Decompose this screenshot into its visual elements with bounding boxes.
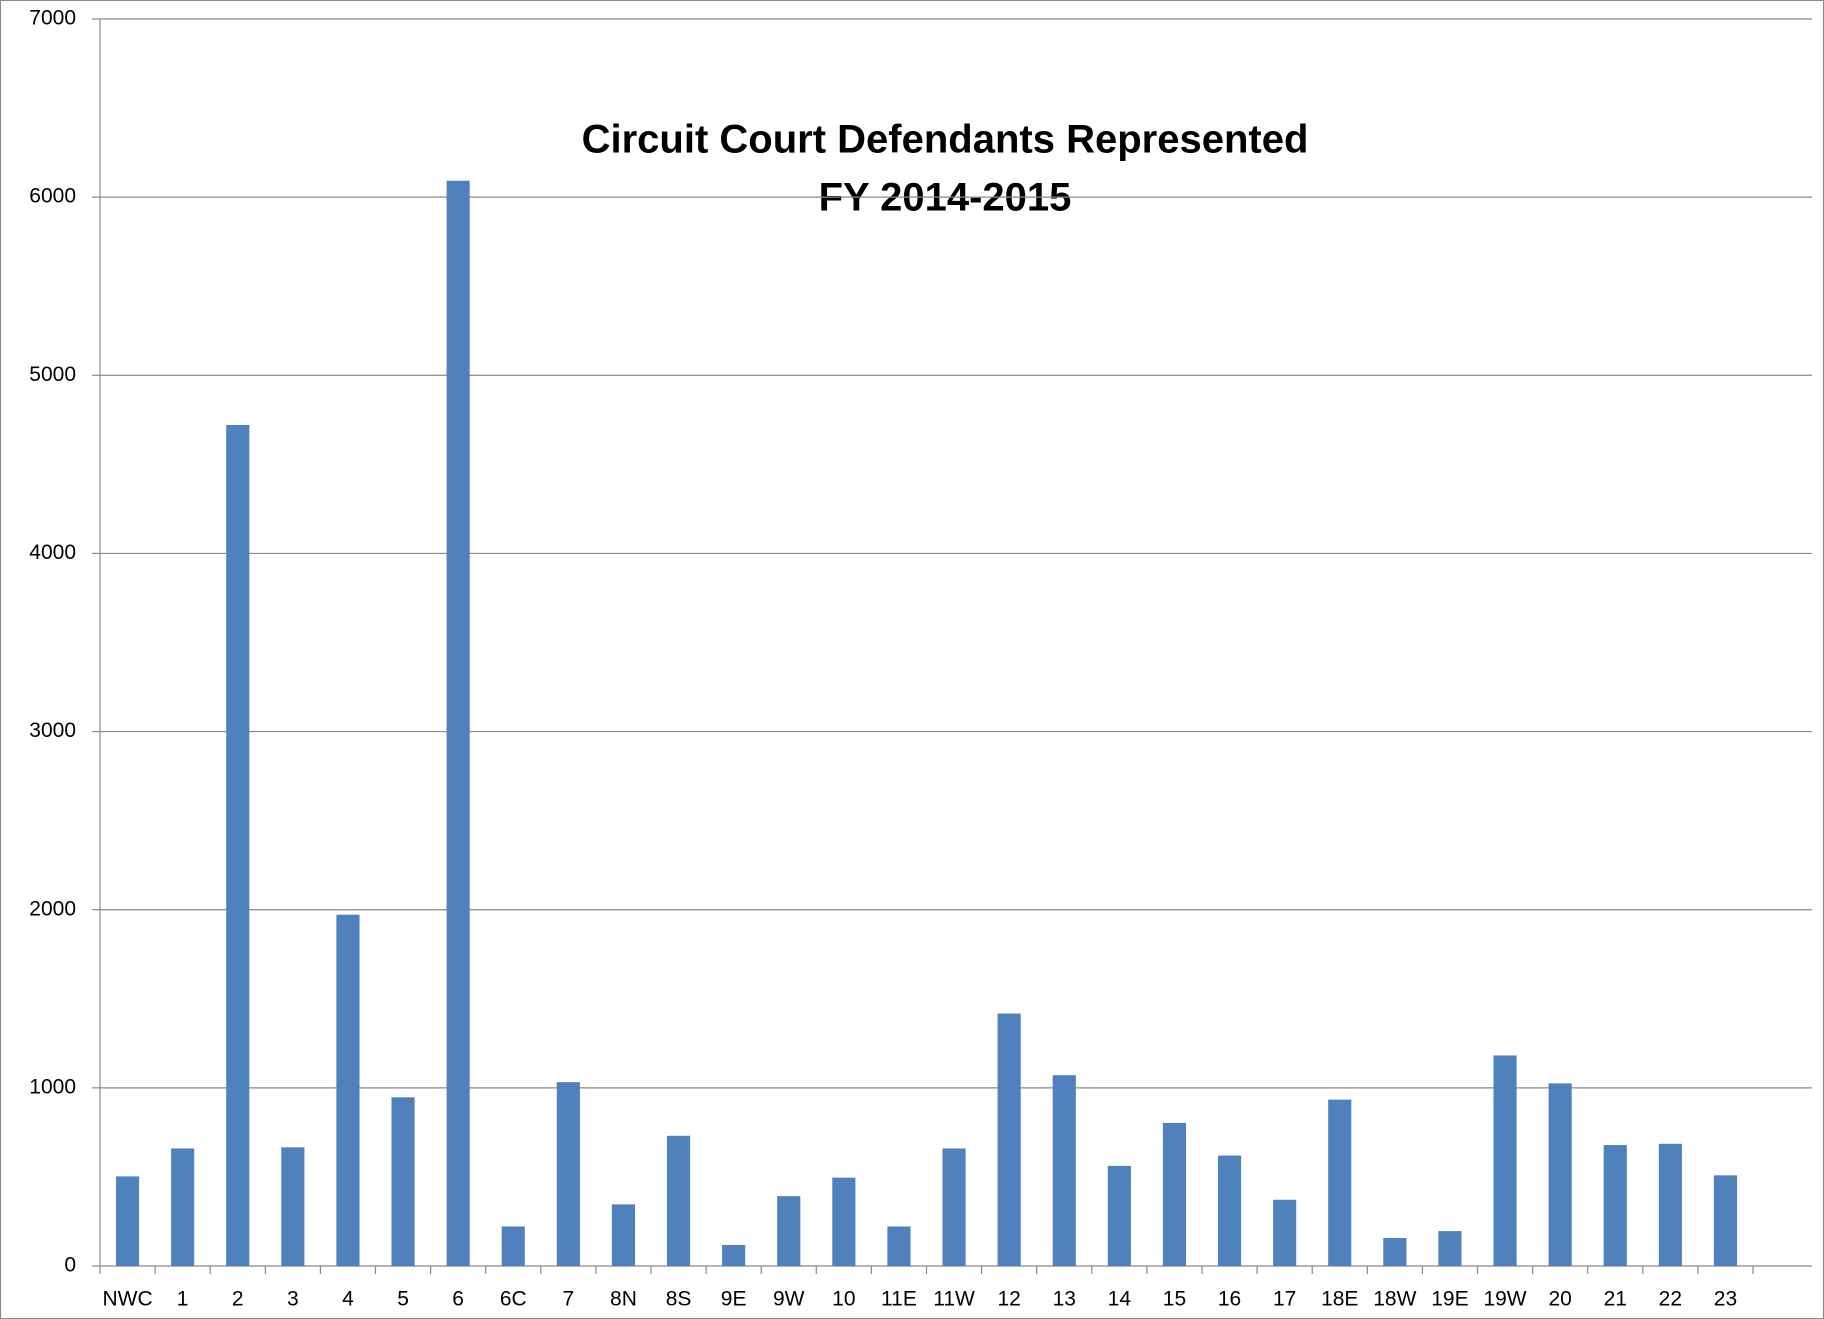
x-tick-label: 17 xyxy=(1273,1288,1296,1311)
bar xyxy=(1383,1238,1407,1266)
bar xyxy=(1548,1083,1572,1266)
x-tick-label: 14 xyxy=(1108,1288,1132,1311)
x-tick-label: 2 xyxy=(232,1288,244,1311)
x-tick-label: 12 xyxy=(997,1288,1020,1311)
x-tick-label: 5 xyxy=(397,1288,409,1311)
x-tick-label: 11W xyxy=(933,1288,975,1311)
y-tick-label: 1000 xyxy=(29,1075,76,1098)
x-tick-label: 18E xyxy=(1321,1288,1358,1311)
x-tick-label: NWC xyxy=(102,1288,152,1311)
bar xyxy=(1107,1165,1131,1266)
bar xyxy=(777,1196,801,1266)
y-tick-label: 3000 xyxy=(29,719,76,742)
x-tick-label: 15 xyxy=(1163,1288,1186,1311)
bar xyxy=(281,1147,305,1266)
bar xyxy=(666,1135,691,1266)
bar xyxy=(887,1226,911,1266)
bar xyxy=(336,914,360,1266)
y-tick-label: 6000 xyxy=(29,185,76,208)
x-tick-label: 9E xyxy=(721,1288,747,1311)
x-tick-label: 20 xyxy=(1548,1288,1571,1311)
bar xyxy=(1273,1199,1297,1266)
bar xyxy=(1162,1122,1187,1266)
bar xyxy=(446,180,470,1267)
bar xyxy=(226,424,250,1267)
bar xyxy=(1217,1155,1242,1266)
bar xyxy=(832,1177,856,1266)
x-tick-label: 23 xyxy=(1714,1288,1737,1311)
bar xyxy=(1438,1231,1462,1266)
x-tick-label: 21 xyxy=(1604,1288,1627,1311)
x-tick-label: 10 xyxy=(832,1288,855,1311)
y-tick-label: 7000 xyxy=(29,7,76,30)
x-tick-label: 6 xyxy=(452,1288,464,1311)
x-tick-label: 7 xyxy=(563,1288,575,1311)
bar xyxy=(722,1244,746,1266)
x-tick-label: 11E xyxy=(881,1288,917,1311)
x-tick-label: 18W xyxy=(1373,1288,1416,1311)
x-tick-label: 1 xyxy=(177,1288,189,1311)
bar xyxy=(115,1176,140,1266)
x-tick-label: 9W xyxy=(773,1288,805,1311)
bar xyxy=(1328,1099,1352,1266)
x-tick-label: 13 xyxy=(1053,1288,1076,1311)
x-tick-label: 8S xyxy=(666,1288,692,1311)
bar xyxy=(501,1226,525,1266)
x-tick-label: 6C xyxy=(500,1288,527,1311)
y-tick-label: 4000 xyxy=(29,541,76,564)
bar xyxy=(1713,1175,1738,1266)
x-tick-label: 3 xyxy=(287,1288,299,1311)
bar xyxy=(1052,1075,1076,1266)
x-tick-label: 19E xyxy=(1431,1288,1468,1311)
bar xyxy=(611,1204,636,1266)
bar xyxy=(391,1097,415,1266)
bar xyxy=(997,1013,1021,1266)
bar xyxy=(942,1148,966,1266)
y-tick-label: 0 xyxy=(64,1254,76,1277)
x-tick-label: 8N xyxy=(610,1288,637,1311)
y-tick-label: 5000 xyxy=(29,363,76,386)
x-tick-label: 4 xyxy=(342,1288,354,1311)
bar xyxy=(556,1082,580,1266)
chart-title: Circuit Court Defendants Represented xyxy=(582,118,1309,162)
bar xyxy=(1658,1143,1682,1266)
bar xyxy=(1493,1055,1517,1266)
x-tick-label: 22 xyxy=(1659,1288,1682,1311)
x-tick-label: 19W xyxy=(1483,1288,1526,1311)
bar xyxy=(1603,1145,1627,1266)
y-tick-label: 2000 xyxy=(29,897,76,920)
x-tick-label: 16 xyxy=(1218,1288,1241,1311)
bar xyxy=(171,1148,195,1266)
